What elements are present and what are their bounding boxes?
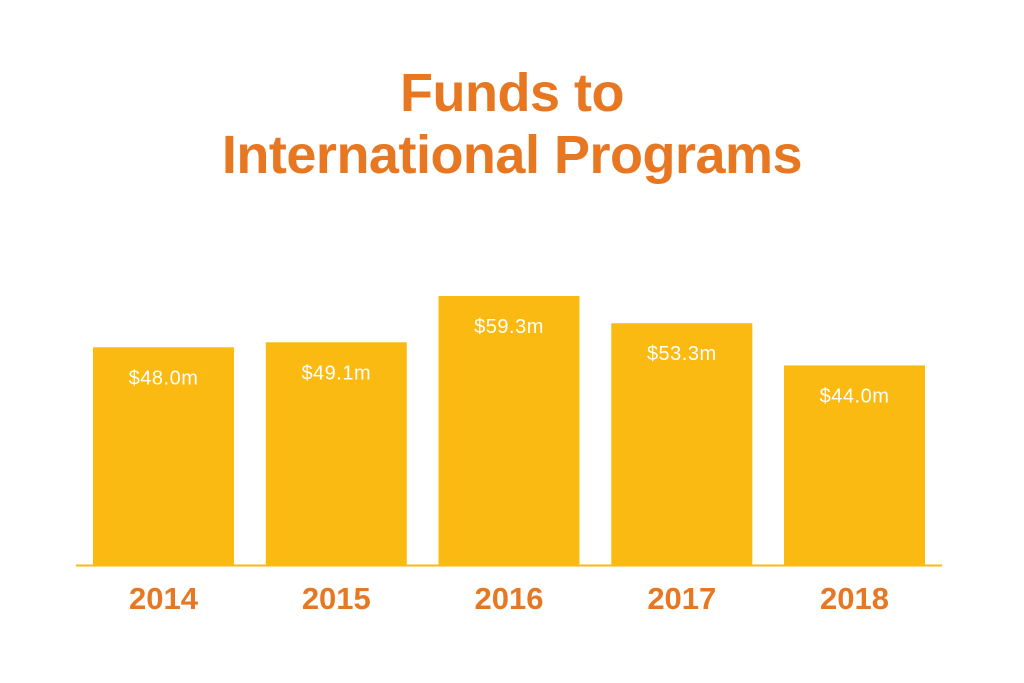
chart-title-line-2: International Programs bbox=[221, 125, 803, 185]
bar-value-label-2018: $44.0m bbox=[820, 385, 890, 407]
bar-value-label-2016: $59.3m bbox=[474, 316, 544, 338]
bar-value-label-2015: $49.1m bbox=[301, 362, 371, 384]
bar-value-label-2014: $48.0m bbox=[129, 367, 199, 389]
x-tick-label-2016: 2016 bbox=[475, 581, 544, 616]
x-tick-label-2017: 2017 bbox=[647, 581, 716, 616]
bar-value-label-2017: $53.3m bbox=[647, 343, 717, 365]
chart-title: Funds to International Programs bbox=[0, 62, 1024, 186]
x-tick-label-2018: 2018 bbox=[820, 581, 889, 616]
bar-2018 bbox=[784, 365, 925, 565]
bar-2015 bbox=[265, 342, 407, 565]
bar-2016 bbox=[438, 296, 580, 565]
x-tick-label-2015: 2015 bbox=[302, 581, 371, 616]
x-tick-label-2014: 2014 bbox=[129, 581, 199, 616]
bar-2014 bbox=[93, 347, 234, 565]
bar-2017 bbox=[611, 323, 753, 565]
chart-title-line-1: Funds to bbox=[400, 63, 624, 123]
